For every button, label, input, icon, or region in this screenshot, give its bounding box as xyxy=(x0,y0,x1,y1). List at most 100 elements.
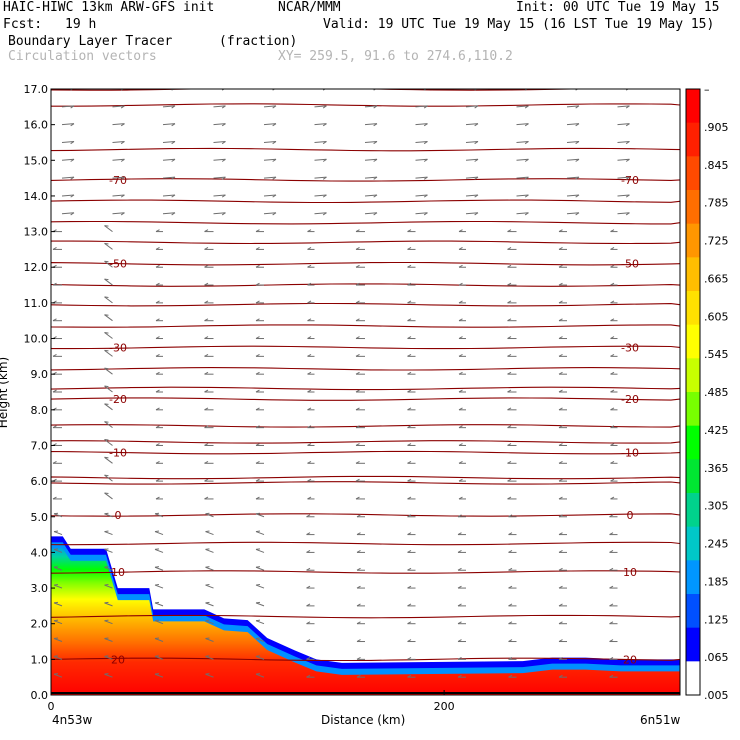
vector-head xyxy=(322,158,327,162)
vector-head xyxy=(53,548,59,550)
vector-head xyxy=(255,353,260,357)
vector-head xyxy=(355,496,360,500)
circulation-vector xyxy=(314,158,327,161)
circulation-vector xyxy=(61,105,75,108)
colorbar-swatch xyxy=(686,493,700,528)
vector-head xyxy=(407,514,412,518)
vector-head xyxy=(53,530,59,533)
vector-head xyxy=(356,514,361,518)
vector-head xyxy=(53,566,59,568)
vector-head xyxy=(204,353,209,357)
circulation-vector xyxy=(154,602,164,607)
vector-head xyxy=(70,176,75,180)
circulation-vector xyxy=(415,140,428,143)
vector-head xyxy=(507,371,512,375)
circulation-vector xyxy=(205,513,214,518)
vector-head xyxy=(306,585,311,589)
vector-head xyxy=(407,264,412,268)
circulation-vector xyxy=(154,548,164,553)
xy-label: XY= 259.5, 91.6 to 274.6,110.2 xyxy=(278,49,513,64)
vector-head xyxy=(558,567,563,571)
vector-head xyxy=(120,194,125,198)
colorbar-label: .125 xyxy=(704,613,729,626)
vector-head xyxy=(306,532,311,536)
vector-head xyxy=(171,141,176,145)
vector-head xyxy=(104,548,109,550)
vector-head xyxy=(407,585,412,589)
vector-head xyxy=(272,141,277,145)
circulation-vector xyxy=(162,158,176,161)
circulation-vector xyxy=(465,105,479,108)
colorbar-label: .785 xyxy=(704,197,729,210)
vector-head xyxy=(524,105,529,109)
y-tick-label: 9.0 xyxy=(31,368,49,381)
vector-head xyxy=(458,353,463,357)
circulation-vector xyxy=(53,655,63,660)
vector-head xyxy=(272,212,277,216)
vector-head xyxy=(306,621,311,625)
colorbar-label: .725 xyxy=(704,235,729,248)
vector-head xyxy=(154,601,160,604)
circulation-vector xyxy=(255,548,265,553)
vector-head xyxy=(625,141,630,145)
circulation-vector xyxy=(112,158,125,161)
vector-head xyxy=(155,318,160,322)
vector-head xyxy=(104,260,109,263)
vector-head xyxy=(155,264,160,268)
circulation-vector xyxy=(61,140,75,143)
circulation-vector xyxy=(112,123,125,126)
circulation-vector xyxy=(255,531,265,536)
vector-head xyxy=(558,585,563,589)
vector-head xyxy=(356,656,361,660)
circulation-vector xyxy=(566,123,580,126)
vector-head xyxy=(373,176,378,180)
circulation-vector xyxy=(364,140,378,143)
vector-head xyxy=(104,296,109,298)
vector-head xyxy=(52,460,57,464)
vector-head xyxy=(104,673,109,675)
vector-head xyxy=(407,282,412,286)
circulation-vector xyxy=(205,638,214,642)
vector-head xyxy=(53,637,59,640)
fcst-label: Fcst: xyxy=(3,17,43,32)
vector-head xyxy=(558,371,563,375)
vector-head xyxy=(155,371,160,375)
vector-head xyxy=(307,318,312,322)
vector-head xyxy=(458,318,463,322)
circulation-vector xyxy=(617,158,630,161)
vector-head xyxy=(255,318,260,322)
vector-head xyxy=(356,674,361,678)
circulation-vector xyxy=(104,474,113,482)
colorbar-swatch xyxy=(686,122,700,157)
circulation-vector xyxy=(255,602,265,607)
circulation-vector xyxy=(61,123,75,126)
circulation-vector xyxy=(617,212,630,215)
circulation-vector xyxy=(465,140,479,143)
isotherm-label: 0 xyxy=(115,509,122,522)
circulation-vector xyxy=(263,176,277,179)
vector-head xyxy=(355,336,360,339)
colorbar-swatch xyxy=(686,257,700,292)
vector-head xyxy=(407,460,412,464)
vector-head xyxy=(457,550,462,553)
colorbar-swatch xyxy=(686,661,700,696)
vector-head xyxy=(204,371,209,375)
circulation-vector xyxy=(566,140,580,143)
vector-head xyxy=(609,674,614,678)
vector-head xyxy=(52,282,57,286)
vector-head xyxy=(255,548,261,550)
circulation-vector xyxy=(104,673,113,678)
circulation-vector xyxy=(104,456,113,464)
isotherm-label: -10 xyxy=(621,447,639,460)
vector-head xyxy=(625,158,630,162)
circulation-vector xyxy=(104,314,113,322)
colorbar-label: .485 xyxy=(704,386,729,399)
vector-head xyxy=(255,247,260,250)
circulation-vector xyxy=(263,212,277,215)
vector-head xyxy=(272,194,277,198)
vector-head xyxy=(104,438,109,441)
vector-head xyxy=(558,353,563,357)
vector-head xyxy=(407,478,412,482)
vector-head xyxy=(507,443,512,446)
vector-head xyxy=(458,407,463,411)
